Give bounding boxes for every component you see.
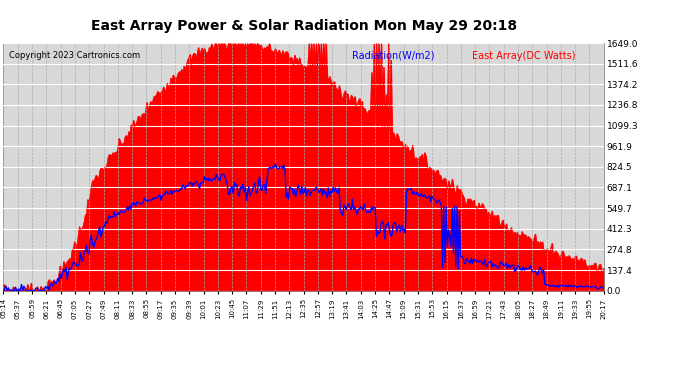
Text: Radiation(W/m2): Radiation(W/m2) [352,51,434,60]
Text: East Array Power & Solar Radiation Mon May 29 20:18: East Array Power & Solar Radiation Mon M… [90,19,517,33]
Text: East Array(DC Watts): East Array(DC Watts) [472,51,575,60]
Text: Copyright 2023 Cartronics.com: Copyright 2023 Cartronics.com [10,51,141,60]
